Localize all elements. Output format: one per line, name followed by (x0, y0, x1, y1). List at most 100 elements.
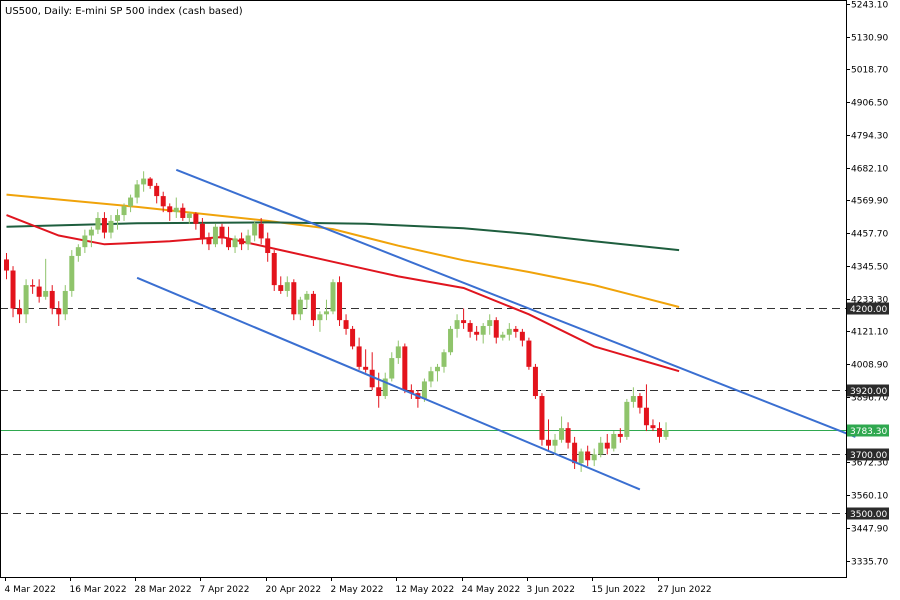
x-tick-label: 24 May 2022 (462, 585, 521, 595)
candle (493, 317, 499, 344)
candles (4, 171, 669, 472)
candle-body (239, 238, 245, 245)
y-tick-label: 4345.50 (851, 263, 888, 273)
y-tick-label: 5243.10 (851, 1, 888, 11)
candle-body (643, 407, 649, 426)
candle-body (297, 299, 303, 315)
candle-body (69, 255, 75, 291)
candle (526, 337, 532, 370)
candle-body (310, 293, 316, 321)
candle (62, 285, 68, 321)
trend-line-0 (175, 168, 856, 438)
candle-body (154, 185, 160, 197)
candle-body (193, 213, 199, 224)
candle-body (650, 425, 656, 429)
candle (147, 177, 153, 189)
candle (36, 279, 42, 303)
candle (330, 279, 336, 315)
candle-body (552, 439, 558, 446)
candle (219, 223, 225, 245)
candle (389, 352, 395, 382)
candle (585, 445, 591, 467)
candle-body (343, 320, 349, 329)
candle-body (559, 428, 565, 440)
candle-body (474, 331, 480, 335)
x-tick-label: 27 Jun 2022 (658, 585, 712, 595)
candle (650, 419, 656, 432)
candle (232, 235, 238, 254)
candle-body (487, 320, 493, 326)
candle (617, 428, 623, 443)
candle (441, 349, 447, 373)
candle (643, 384, 649, 432)
candle-body (212, 226, 218, 245)
level-label: 3500.00 (850, 510, 887, 520)
candle-body (82, 235, 88, 248)
candle-body (369, 369, 375, 388)
candle (604, 433, 610, 455)
candle (75, 244, 81, 262)
candle-body (657, 428, 662, 437)
candle (506, 323, 512, 341)
candle-body (454, 320, 460, 329)
candle-body (402, 346, 408, 391)
candle (454, 314, 460, 338)
candle (539, 393, 545, 446)
candle (199, 217, 205, 245)
candle (245, 229, 251, 251)
candle-body (337, 282, 343, 321)
candle-body (604, 442, 610, 449)
level-label: 3783.30 (850, 427, 887, 437)
x-tick-label: 16 Mar 2022 (70, 585, 127, 595)
candle (82, 229, 88, 254)
y-tick-label: 4457.70 (851, 230, 888, 240)
candle-body (304, 293, 310, 300)
candle-body (565, 428, 571, 443)
chart-title: US500, Daily: E-mini SP 500 index (cash … (5, 6, 243, 17)
level-label: 3920.00 (850, 387, 887, 397)
moving-average-line-1 (6, 221, 680, 252)
candle-body (376, 387, 382, 397)
candle (467, 320, 473, 338)
candle-body (199, 223, 205, 239)
candle-body (506, 328, 512, 335)
candle (630, 387, 636, 408)
x-tick-label: 2 May 2022 (331, 585, 384, 595)
x-axis: 4 Mar 2022 16 Mar 2022 28 Mar 2022 7 Apr 20… (5, 577, 712, 595)
candle (519, 328, 525, 347)
level-label-bg (847, 424, 889, 437)
trend-lines (136, 168, 856, 491)
candle-body (75, 247, 81, 256)
candle (474, 325, 480, 341)
trend-line-1 (136, 276, 641, 491)
level-label: 3700.00 (850, 451, 887, 461)
candle (363, 349, 369, 373)
candle (434, 363, 440, 382)
candle (69, 250, 75, 297)
candle-body (186, 213, 192, 218)
candle-body (206, 238, 212, 245)
candle (291, 279, 297, 321)
candle (624, 398, 630, 440)
x-tick-label: 12 May 2022 (396, 585, 455, 595)
y-tick-label: 3896.70 (851, 394, 888, 404)
candle-body (545, 439, 551, 446)
candle-body (23, 285, 29, 315)
candle (284, 276, 290, 297)
candle (356, 337, 362, 370)
candle (657, 422, 662, 443)
x-tick-label: 4 Mar 2022 (5, 585, 56, 595)
candle (258, 217, 264, 245)
candle-body (350, 328, 356, 347)
candle-body (585, 451, 591, 461)
candle (395, 340, 401, 364)
candle-body (141, 178, 147, 185)
candle-body (428, 371, 434, 382)
level-label-bg (847, 384, 889, 397)
level-label-bg (847, 302, 889, 315)
candle (552, 433, 558, 455)
candle-body (88, 229, 94, 236)
y-tick-label: 3560.10 (851, 492, 888, 502)
y-tick-label: 5018.70 (851, 66, 888, 76)
